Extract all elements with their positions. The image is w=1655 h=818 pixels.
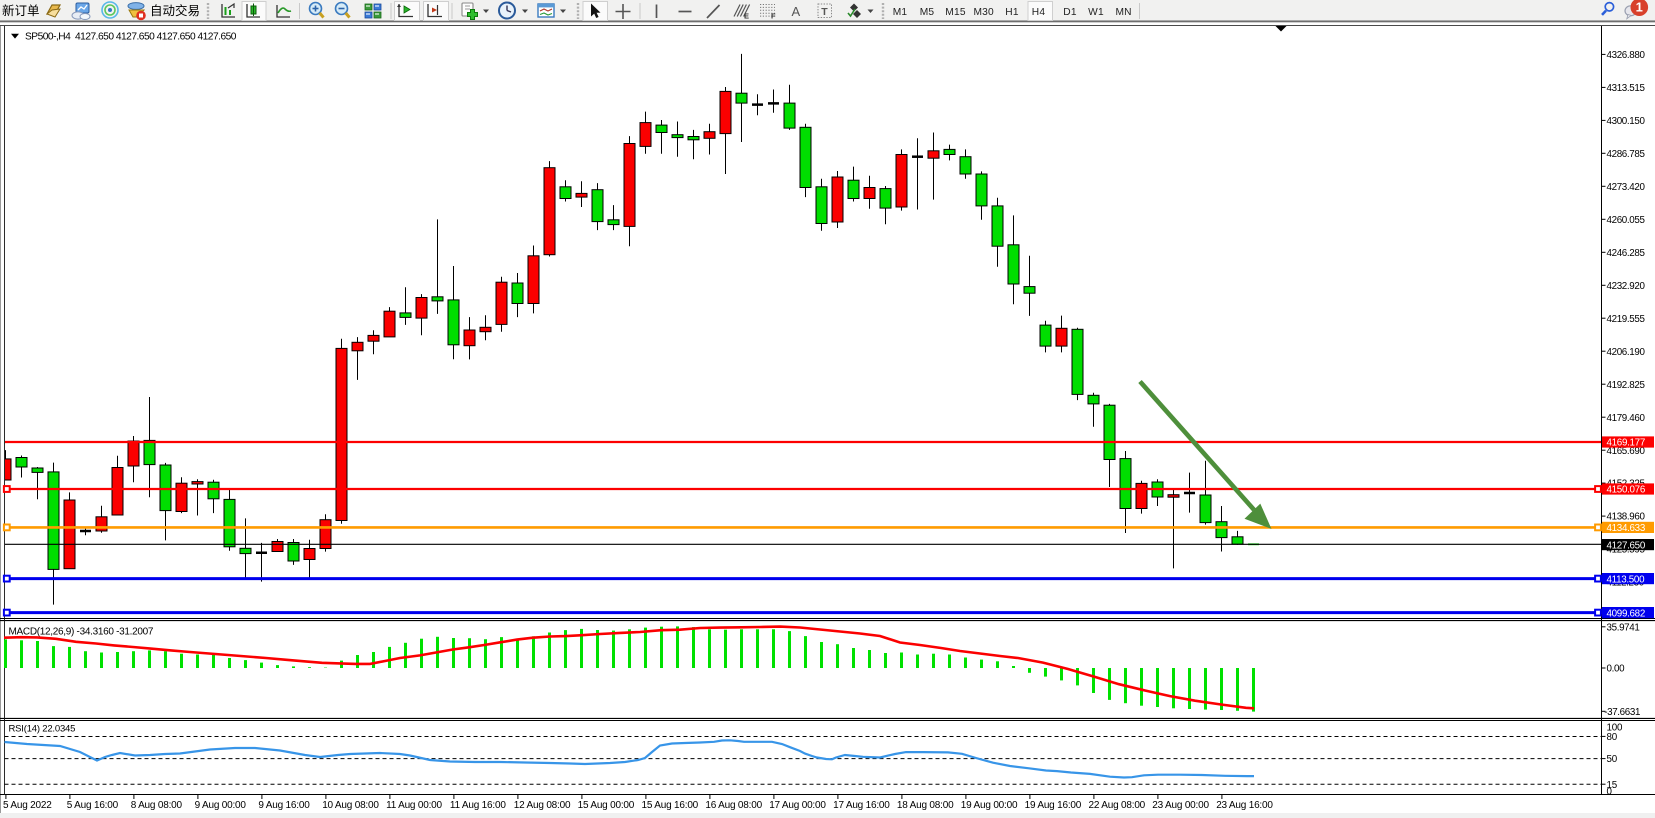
svg-text:MACD(12,26,9) -34.3160 -31.200: MACD(12,26,9) -34.3160 -31.2007 [9, 627, 154, 638]
svg-text:15 Aug 00:00: 15 Aug 00:00 [578, 800, 635, 811]
svg-text:0: 0 [1607, 786, 1613, 797]
svg-text:W1: W1 [1088, 7, 1104, 18]
svg-text:9 Aug 00:00: 9 Aug 00:00 [195, 800, 247, 811]
svg-text:100: 100 [1607, 723, 1623, 734]
svg-text:A: A [792, 4, 801, 19]
svg-text:9 Aug 16:00: 9 Aug 16:00 [258, 800, 310, 811]
svg-text:4219.555: 4219.555 [1607, 314, 1646, 325]
svg-text:12 Aug 08:00: 12 Aug 08:00 [514, 800, 571, 811]
svg-text:1: 1 [1636, 0, 1643, 15]
svg-text:4127.650: 4127.650 [1607, 540, 1646, 551]
svg-text:4206.190: 4206.190 [1607, 347, 1646, 358]
svg-text:4099.682: 4099.682 [1607, 608, 1645, 619]
svg-text:E: E [744, 12, 749, 21]
svg-text:4150.076: 4150.076 [1607, 485, 1646, 496]
svg-text:4179.460: 4179.460 [1607, 413, 1646, 424]
svg-text:50: 50 [1607, 754, 1618, 765]
svg-text:新订单: 新订单 [2, 3, 40, 18]
svg-text:D1: D1 [1063, 7, 1077, 18]
svg-text:11 Aug 16:00: 11 Aug 16:00 [450, 800, 506, 811]
svg-text:0.00: 0.00 [1607, 664, 1626, 675]
svg-text:15 Aug 16:00: 15 Aug 16:00 [642, 800, 699, 811]
svg-text:M15: M15 [945, 7, 966, 18]
svg-text:22 Aug 08:00: 22 Aug 08:00 [1089, 800, 1146, 811]
svg-text:8 Aug 08:00: 8 Aug 08:00 [131, 800, 183, 811]
svg-text:F: F [771, 12, 776, 21]
svg-text:M1: M1 [893, 7, 908, 18]
svg-text:11 Aug 00:00: 11 Aug 00:00 [386, 800, 442, 811]
svg-text:M30: M30 [973, 7, 994, 18]
svg-text:4165.690: 4165.690 [1607, 446, 1646, 457]
svg-text:4134.633: 4134.633 [1607, 523, 1646, 534]
svg-text:RSI(14) 22.0345: RSI(14) 22.0345 [9, 724, 76, 735]
svg-text:SP500-,H4 4127.650 4127.650 4: SP500-,H4 4127.650 4127.650 4127.650 412… [25, 32, 237, 43]
svg-text:19 Aug 00:00: 19 Aug 00:00 [961, 800, 1018, 811]
svg-text:4260.055: 4260.055 [1607, 215, 1646, 226]
svg-text:M5: M5 [920, 7, 935, 18]
svg-text:18 Aug 08:00: 18 Aug 08:00 [897, 800, 954, 811]
svg-text:17 Aug 00:00: 17 Aug 00:00 [769, 800, 826, 811]
svg-text:4232.920: 4232.920 [1607, 281, 1646, 292]
svg-text:4300.150: 4300.150 [1607, 116, 1646, 127]
svg-text:4169.177: 4169.177 [1607, 438, 1645, 449]
svg-text:4313.515: 4313.515 [1607, 83, 1646, 94]
svg-text:17 Aug 16:00: 17 Aug 16:00 [833, 800, 890, 811]
svg-text:自动交易: 自动交易 [150, 3, 200, 18]
svg-text:4286.785: 4286.785 [1607, 149, 1646, 160]
svg-text:H4: H4 [1032, 7, 1046, 18]
svg-text:15: 15 [1607, 780, 1618, 791]
svg-text:80: 80 [1607, 732, 1618, 743]
svg-text:T: T [821, 6, 828, 18]
svg-text:4113.500: 4113.500 [1607, 574, 1646, 585]
svg-text:16 Aug 08:00: 16 Aug 08:00 [705, 800, 762, 811]
svg-text:4273.420: 4273.420 [1607, 182, 1646, 193]
svg-text:4326.880: 4326.880 [1607, 50, 1646, 61]
svg-text:4246.285: 4246.285 [1607, 248, 1646, 259]
svg-text:5 Aug 16:00: 5 Aug 16:00 [67, 800, 119, 811]
svg-text:10 Aug 08:00: 10 Aug 08:00 [322, 800, 379, 811]
svg-text:MN: MN [1115, 7, 1131, 18]
svg-text:4138.960: 4138.960 [1607, 512, 1646, 523]
svg-text:19 Aug 16:00: 19 Aug 16:00 [1025, 800, 1082, 811]
svg-text:4192.825: 4192.825 [1607, 380, 1646, 391]
svg-text:5 Aug 2022: 5 Aug 2022 [3, 800, 52, 811]
svg-text:23 Aug 00:00: 23 Aug 00:00 [1152, 800, 1209, 811]
svg-text:35.9741: 35.9741 [1607, 622, 1640, 633]
svg-text:23 Aug 16:00: 23 Aug 16:00 [1216, 800, 1273, 811]
svg-text:H1: H1 [1005, 7, 1019, 18]
svg-text:-37.6631: -37.6631 [1604, 707, 1640, 718]
